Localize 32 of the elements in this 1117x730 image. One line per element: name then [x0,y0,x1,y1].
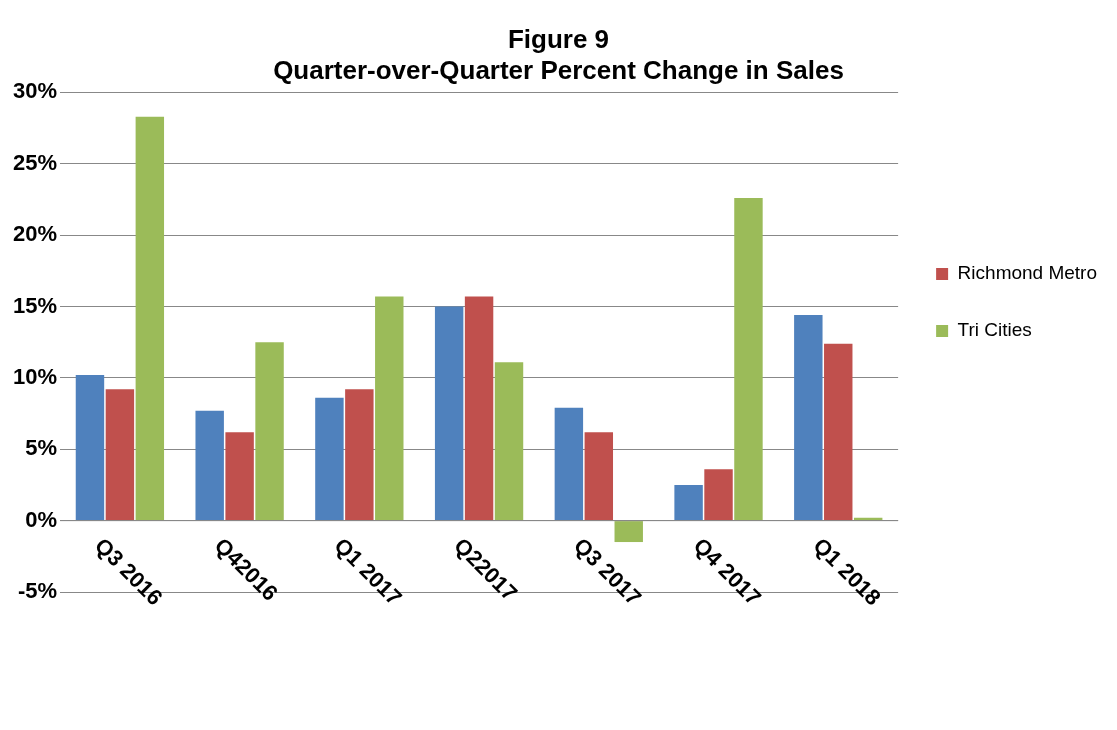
bar [345,389,374,521]
bar [794,315,823,521]
bar [824,343,853,521]
text: Figure 9 [507,23,610,54]
bar [554,407,584,521]
bar [704,469,733,521]
y-tick-label: 5% [25,435,58,461]
bar [734,198,763,521]
y-tick-label: 30% [12,78,58,104]
text: Quarter-over-Quarter Percent Change in Sales [273,54,844,85]
y-tick-label: -5% [17,578,58,604]
y-tick-label: 0% [25,506,58,532]
bar [584,432,614,521]
legend-label: Richmond Metro [957,262,1098,284]
bar [494,362,524,521]
bar [464,296,494,521]
bar [315,397,344,521]
bar [75,375,105,521]
bar [195,410,224,521]
y-tick-label: 10% [12,363,58,389]
bar [105,389,135,521]
bar [434,306,464,521]
y-tick-label: 20% [12,221,58,247]
y-tick-label: 25% [12,149,58,175]
bar [225,432,254,521]
bar [674,484,703,521]
bar [135,116,165,521]
bar [255,342,284,521]
bar [375,296,404,521]
y-tick-label: 15% [12,292,58,318]
legend-label: Tri Cities [957,319,1032,341]
bar [614,521,643,543]
